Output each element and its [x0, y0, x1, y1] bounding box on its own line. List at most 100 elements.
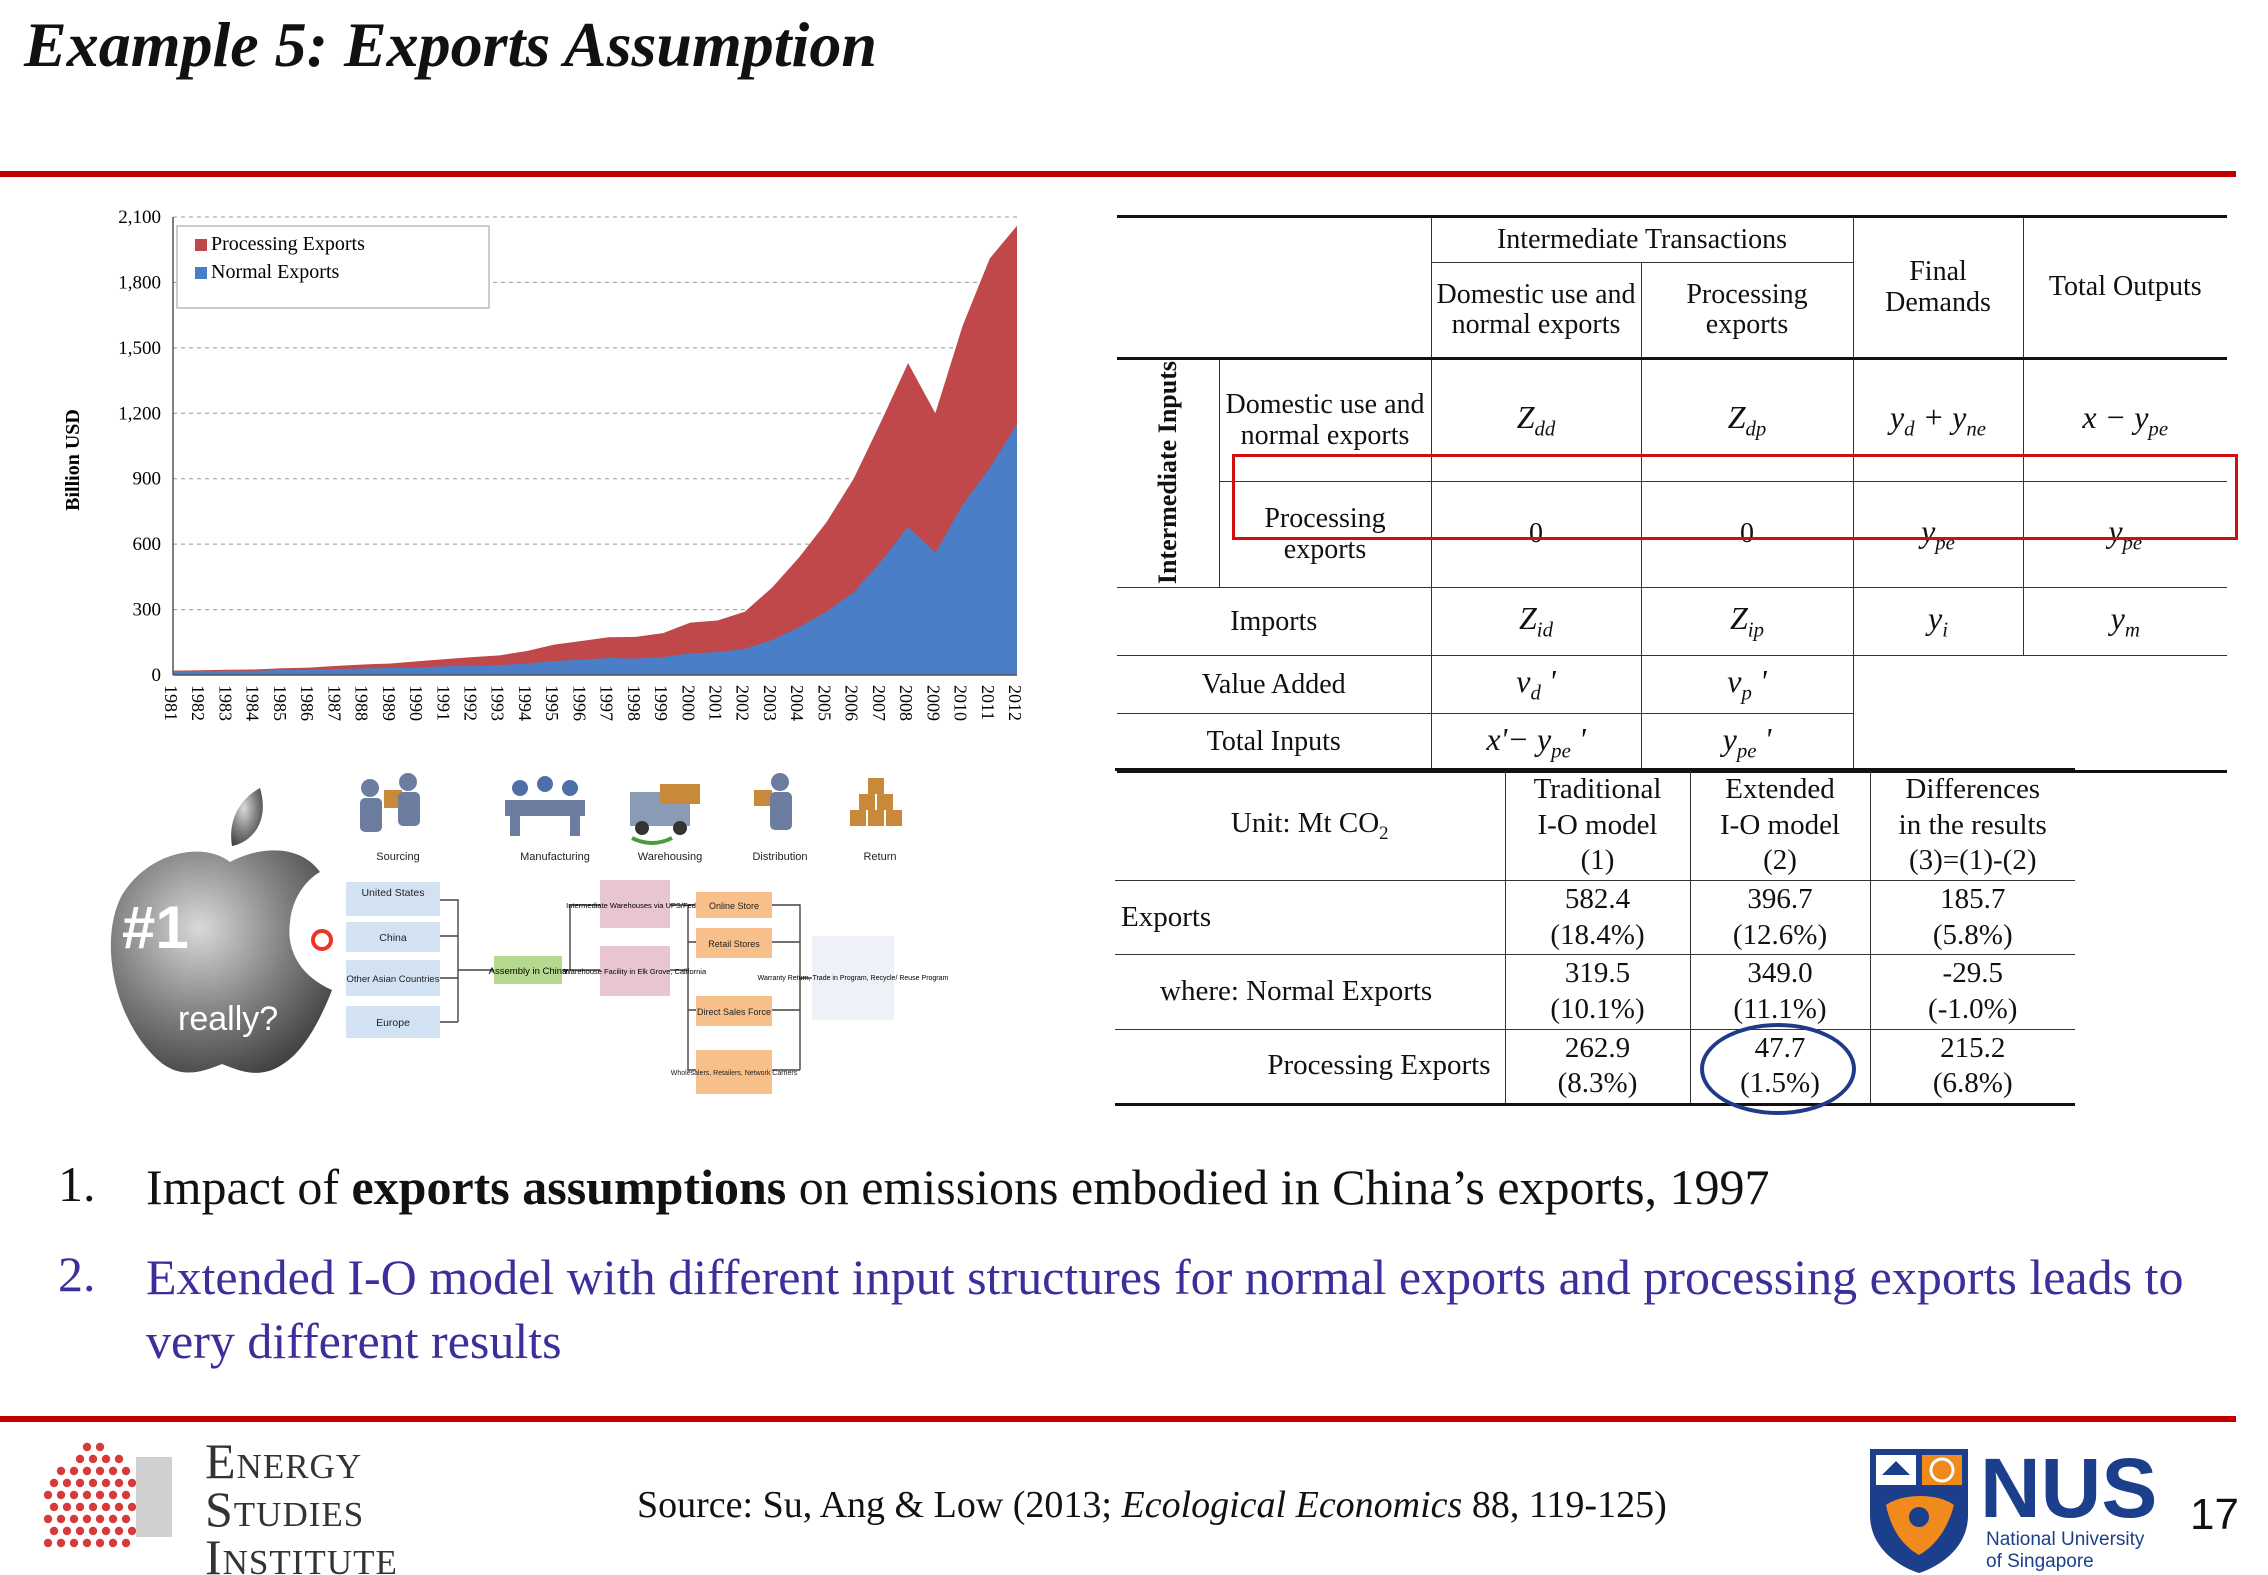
x-tick-label: 2001	[706, 685, 726, 721]
highlight-circle	[1700, 1023, 1856, 1115]
warehouse-label-1: Intermediate Warehouses via UPS/Fedex	[566, 901, 704, 910]
res-normal-diff: -29.5 (-1.0%)	[1870, 954, 2075, 1030]
channel-box-retail	[696, 928, 772, 958]
source-europe: Europe	[376, 1017, 410, 1029]
x-tick-label: 1992	[460, 685, 480, 721]
chart-areas	[173, 225, 1017, 675]
legend-label: Processing Exports	[211, 233, 365, 255]
io-cell-zdd: Zdd	[1431, 358, 1642, 482]
io-col-domestic: Domestic use and normal exports	[1431, 262, 1642, 360]
x-tick-label: 2011	[978, 685, 998, 720]
stage-sourcing: Sourcing	[376, 851, 419, 863]
x-tick-label: 1987	[324, 685, 344, 721]
x-tick-label: 2008	[896, 685, 916, 721]
top-divider	[0, 171, 2236, 177]
res-col-extended: Extended I-O model (2)	[1690, 768, 1871, 881]
legend-label: Normal Exports	[211, 261, 340, 283]
esi-dot-grid-icon	[43, 1442, 172, 1548]
assembly-label: Assembly in China	[489, 966, 568, 977]
io-cell-ype-total: ype	[2023, 481, 2227, 589]
bullet-1-number: 1.	[58, 1156, 96, 1212]
res-row-exports-label: Exports	[1115, 880, 1506, 956]
res-exports-ext: 396.7 (12.6%)	[1690, 880, 1871, 956]
y-tick-label: 1,200	[118, 403, 161, 424]
x-tick-label: 2002	[733, 685, 753, 721]
io-cell-x-ype: x − ype	[2023, 358, 2227, 482]
processing-row-highlight	[1232, 454, 2238, 540]
source-china: China	[379, 932, 407, 944]
source-citation: Source: Su, Ang & Low (2013; Ecological …	[637, 1484, 1667, 1526]
io-row-value-added: Value Added	[1117, 655, 1432, 715]
slide-title: Example 5: Exports Assumption	[24, 9, 877, 80]
exports-area-chart: 0 300 600 900 1,200 1,500 1,800 2,100 1981 1982 19…	[62, 207, 1025, 721]
x-tick-label: 1981	[161, 685, 181, 721]
nus-logo: NUS National University of Singapore	[1870, 1445, 2157, 1573]
stage-manufacturing: Manufacturing	[520, 851, 590, 863]
io-header-final: Final Demands	[1852, 215, 2024, 360]
x-tick-label: 1993	[488, 685, 508, 721]
source-us-line: United States	[361, 887, 424, 899]
channel-online: Online Store	[709, 901, 759, 911]
nus-crest-icon	[1870, 1449, 1968, 1573]
results-table: Unit: Mt CO2 Traditional I-O model (1) Ext…	[1115, 768, 2075, 1106]
x-tick-label: 2003	[760, 685, 780, 721]
x-tick-label: 1982	[188, 685, 208, 721]
io-row-domestic: Domestic use and normal exports	[1219, 358, 1432, 482]
distribution-icon	[754, 773, 792, 830]
assembly-box	[494, 956, 562, 984]
warehouse-box-1	[600, 880, 670, 928]
y-tick-label: 0	[152, 665, 162, 686]
x-tick-label: 1996	[569, 685, 589, 721]
io-cell-yd-yne: yd + yne	[1853, 358, 2024, 482]
x-tick-label: 1984	[243, 685, 263, 721]
return-icon	[850, 778, 902, 826]
io-header-intermediate: Intermediate Transactions	[1431, 215, 1853, 263]
io-row-group-label: Intermediate Inputs	[1117, 358, 1219, 588]
io-cell-ype-prime: ype '	[1641, 713, 1854, 774]
io-empty-cell-2	[1852, 713, 2227, 774]
return-label: Warranty Return, Trade in Program, Recyc…	[758, 975, 949, 982]
x-tick-label: 1995	[542, 685, 562, 721]
source-boxes: United States China Other Asian Countrie…	[346, 882, 440, 1038]
stage-warehousing: Warehousing	[638, 851, 702, 863]
x-tick-label: 1998	[624, 685, 644, 721]
x-tick-label: 1991	[433, 685, 453, 721]
channel-box-online	[696, 892, 772, 918]
io-cell-ym: ym	[2023, 587, 2227, 657]
res-normal-ext: 349.0 (11.1%)	[1690, 954, 1871, 1030]
y-tick-label: 900	[133, 469, 162, 490]
stage-return: Return	[863, 851, 896, 863]
apple-logo-icon: #1 really?	[110, 788, 333, 1073]
io-cell-zero-1: 0	[1431, 481, 1642, 589]
bullet-2-text: Extended I-O model with different input …	[146, 1249, 2184, 1369]
io-corner-cell	[1117, 215, 1432, 360]
x-tick-label: 2005	[814, 685, 834, 721]
res-row-processing-label: Processing Exports	[1115, 1029, 1506, 1106]
channel-direct: Direct Sales Force	[697, 1007, 771, 1017]
area-processing-exports	[173, 225, 1017, 675]
rank-badge: #1	[122, 894, 189, 961]
x-tick-label: 1989	[379, 685, 399, 721]
sourcing-icon	[360, 773, 420, 832]
x-tick-label: 2007	[869, 685, 889, 721]
nus-name-line1: National University	[1986, 1529, 2145, 1550]
channel-retail: Retail Stores	[708, 939, 760, 949]
x-tick-label: 2006	[842, 685, 862, 721]
channel-box-direct	[696, 996, 772, 1026]
x-tick-label: 1988	[352, 685, 372, 721]
res-exports-diff: 185.7 (5.8%)	[1870, 880, 2075, 956]
x-tick-label: 2010	[951, 685, 971, 721]
y-tick-label: 1,500	[118, 338, 161, 359]
x-tick-label: 1994	[515, 685, 535, 721]
y-tick-label: 600	[133, 534, 162, 555]
warehouse-label-2: Warehouse Facility in Elk Grove, Califor…	[564, 967, 707, 976]
esi-wordmark: Energy Studies Institute	[205, 1437, 398, 1575]
chart-axes: 0 300 600 900 1,200 1,500 1,800 2,100 1981 1982 19…	[118, 207, 1025, 721]
source-other-asian: Other Asian Countries	[347, 974, 440, 985]
res-unit-cell: Unit: Mt CO2	[1115, 768, 1506, 881]
x-tick-label: 2000	[678, 685, 698, 721]
io-row-imports: Imports	[1117, 587, 1432, 657]
res-col-traditional: Traditional I-O model (1)	[1505, 768, 1691, 881]
warehousing-icon	[630, 784, 700, 845]
warehouse-box-2	[600, 946, 670, 996]
